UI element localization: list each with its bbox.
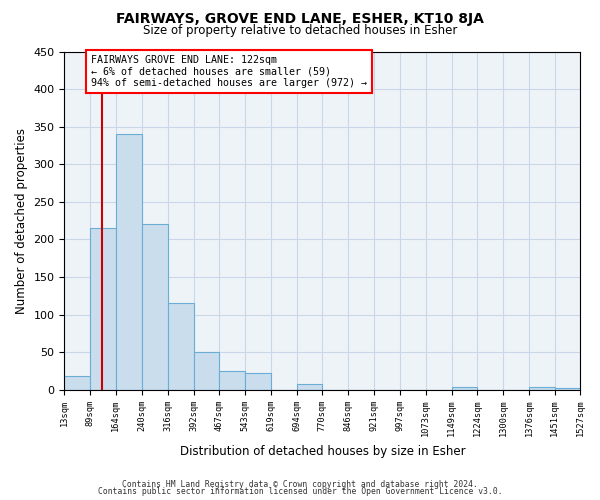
Bar: [245, 373, 271, 390]
Text: FAIRWAYS, GROVE END LANE, ESHER, KT10 8JA: FAIRWAYS, GROVE END LANE, ESHER, KT10 8J…: [116, 12, 484, 26]
Bar: [142, 224, 167, 390]
Bar: [219, 371, 245, 390]
Bar: [194, 352, 219, 390]
Text: Contains public sector information licensed under the Open Government Licence v3: Contains public sector information licen…: [98, 488, 502, 496]
X-axis label: Distribution of detached houses by size in Esher: Distribution of detached houses by size …: [179, 444, 465, 458]
Bar: [116, 134, 142, 390]
Bar: [529, 388, 554, 390]
Bar: [64, 376, 91, 390]
Y-axis label: Number of detached properties: Number of detached properties: [15, 128, 28, 314]
Text: Contains HM Land Registry data © Crown copyright and database right 2024.: Contains HM Land Registry data © Crown c…: [122, 480, 478, 489]
Text: Size of property relative to detached houses in Esher: Size of property relative to detached ho…: [143, 24, 457, 37]
Text: FAIRWAYS GROVE END LANE: 122sqm
← 6% of detached houses are smaller (59)
94% of : FAIRWAYS GROVE END LANE: 122sqm ← 6% of …: [91, 56, 367, 88]
Bar: [167, 304, 194, 390]
Bar: [554, 388, 580, 390]
Bar: [91, 228, 116, 390]
Bar: [296, 384, 322, 390]
Bar: [452, 388, 477, 390]
